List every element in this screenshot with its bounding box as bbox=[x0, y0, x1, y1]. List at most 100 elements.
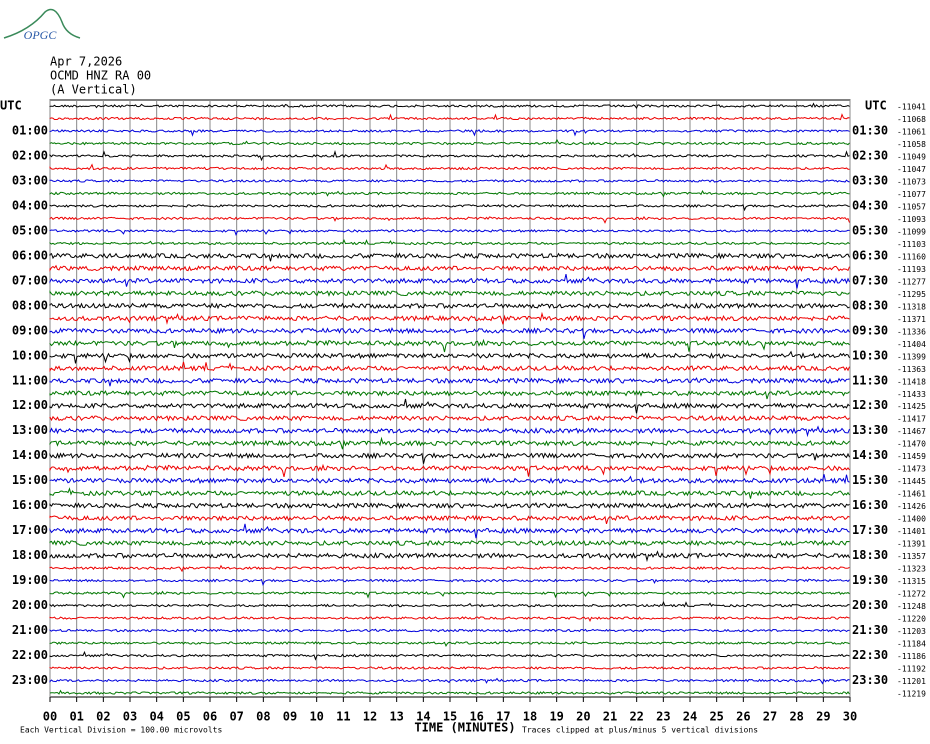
x-tick-label: 06 bbox=[203, 710, 217, 724]
left-time-label: 02:00 bbox=[12, 148, 48, 162]
offset-label: -11425 bbox=[897, 402, 926, 411]
right-time-label: 10:30 bbox=[852, 348, 888, 362]
trace bbox=[49, 677, 850, 685]
x-tick-label: 11 bbox=[336, 710, 350, 724]
trace bbox=[49, 311, 850, 325]
left-time-label: 21:00 bbox=[12, 623, 48, 637]
left-time-label: 22:00 bbox=[12, 648, 48, 662]
offset-label: -11061 bbox=[897, 127, 926, 136]
right-time-label: 03:30 bbox=[852, 173, 888, 187]
left-time-label: 16:00 bbox=[12, 498, 48, 512]
left-time-label: 15:00 bbox=[12, 473, 48, 487]
left-time-label: 13:00 bbox=[12, 423, 48, 437]
trace bbox=[49, 628, 850, 633]
left-time-label: 23:00 bbox=[12, 673, 48, 687]
offset-label: -11203 bbox=[897, 627, 926, 636]
trace bbox=[49, 451, 850, 464]
offset-label: -11193 bbox=[897, 265, 926, 274]
trace bbox=[49, 398, 850, 414]
right-time-label: 09:30 bbox=[852, 323, 888, 337]
trace bbox=[49, 264, 850, 272]
offset-label: -11103 bbox=[897, 240, 926, 249]
offset-label: -11315 bbox=[897, 577, 926, 586]
offset-label: -11272 bbox=[897, 590, 926, 599]
x-tick-label: 08 bbox=[256, 710, 270, 724]
x-tick-label: 02 bbox=[96, 710, 110, 724]
trace bbox=[49, 487, 850, 499]
offset-label: -11295 bbox=[897, 290, 926, 299]
offset-label: -11077 bbox=[897, 190, 926, 199]
x-tick-label: 14 bbox=[416, 710, 430, 724]
trace bbox=[49, 190, 850, 198]
right-time-label: 14:30 bbox=[852, 448, 888, 462]
trace bbox=[49, 564, 850, 573]
left-time-label: 07:00 bbox=[12, 273, 48, 287]
x-tick-label: 00 bbox=[43, 710, 57, 724]
left-time-label: 03:00 bbox=[12, 173, 48, 187]
right-time-label: 02:30 bbox=[852, 148, 888, 162]
trace bbox=[49, 550, 850, 563]
x-tick-label: 30 bbox=[843, 710, 857, 724]
offset-label: -11418 bbox=[897, 377, 926, 386]
offset-label: -11073 bbox=[897, 177, 926, 186]
trace bbox=[49, 238, 850, 246]
traces bbox=[49, 102, 850, 695]
offset-label: -11323 bbox=[897, 565, 926, 574]
right-time-label: 21:30 bbox=[852, 623, 888, 637]
trace bbox=[49, 273, 850, 289]
trace bbox=[49, 616, 850, 622]
offset-label: -11467 bbox=[897, 427, 926, 436]
x-axis-title: TIME (MINUTES) bbox=[414, 721, 515, 735]
trace bbox=[49, 215, 850, 224]
x-tick-label: 13 bbox=[389, 710, 403, 724]
right-time-label: 12:30 bbox=[852, 398, 888, 412]
trace bbox=[49, 338, 850, 353]
trace bbox=[49, 252, 850, 262]
offset-label: -11357 bbox=[897, 552, 926, 561]
left-time-label: 12:00 bbox=[12, 398, 48, 412]
trace bbox=[49, 590, 850, 599]
right-time-label: 16:30 bbox=[852, 498, 888, 512]
logo-curve bbox=[3, 8, 81, 39]
offset-label: -11277 bbox=[897, 277, 926, 286]
x-tick-label: 03 bbox=[123, 710, 137, 724]
trace bbox=[49, 179, 850, 183]
offset-label: -11219 bbox=[897, 690, 926, 699]
trace bbox=[49, 290, 850, 297]
x-tick-label: 15 bbox=[443, 710, 457, 724]
offset-label: -11470 bbox=[897, 440, 926, 449]
x-tick-label: 23 bbox=[656, 710, 670, 724]
trace bbox=[49, 689, 850, 695]
x-tick-label: 21 bbox=[603, 710, 617, 724]
trace bbox=[49, 203, 850, 212]
offset-label: -11160 bbox=[897, 252, 926, 261]
footer-clip: Traces clipped at plus/minus 5 vertical … bbox=[522, 726, 758, 735]
x-tick-label: 19 bbox=[549, 710, 563, 724]
right-title: UTC bbox=[865, 99, 887, 113]
offset-label: -11041 bbox=[897, 103, 926, 112]
right-time-label: 20:30 bbox=[852, 598, 888, 612]
left-time-label: 17:00 bbox=[12, 523, 48, 537]
trace bbox=[49, 138, 850, 146]
x-tick-label: 09 bbox=[283, 710, 297, 724]
left-time-label: 08:00 bbox=[12, 298, 48, 312]
offset-label: -11473 bbox=[897, 465, 926, 474]
left-time-label: 20:00 bbox=[12, 598, 48, 612]
trace bbox=[49, 150, 850, 162]
left-time-label: 10:00 bbox=[12, 348, 48, 362]
right-time-label: 19:30 bbox=[852, 573, 888, 587]
x-tick-label: 17 bbox=[496, 710, 510, 724]
trace bbox=[49, 102, 850, 109]
x-tick-label: 10 bbox=[309, 710, 323, 724]
header-line: (A Vertical) bbox=[50, 83, 137, 97]
offset-label: -11459 bbox=[897, 452, 926, 461]
right-time-label: 22:30 bbox=[852, 648, 888, 662]
offset-label: -11068 bbox=[897, 115, 926, 124]
offset-label: -11400 bbox=[897, 515, 926, 524]
left-time-label: 18:00 bbox=[12, 548, 48, 562]
trace bbox=[49, 539, 850, 547]
offset-label: -11336 bbox=[897, 327, 926, 336]
offset-label: -11399 bbox=[897, 352, 926, 361]
